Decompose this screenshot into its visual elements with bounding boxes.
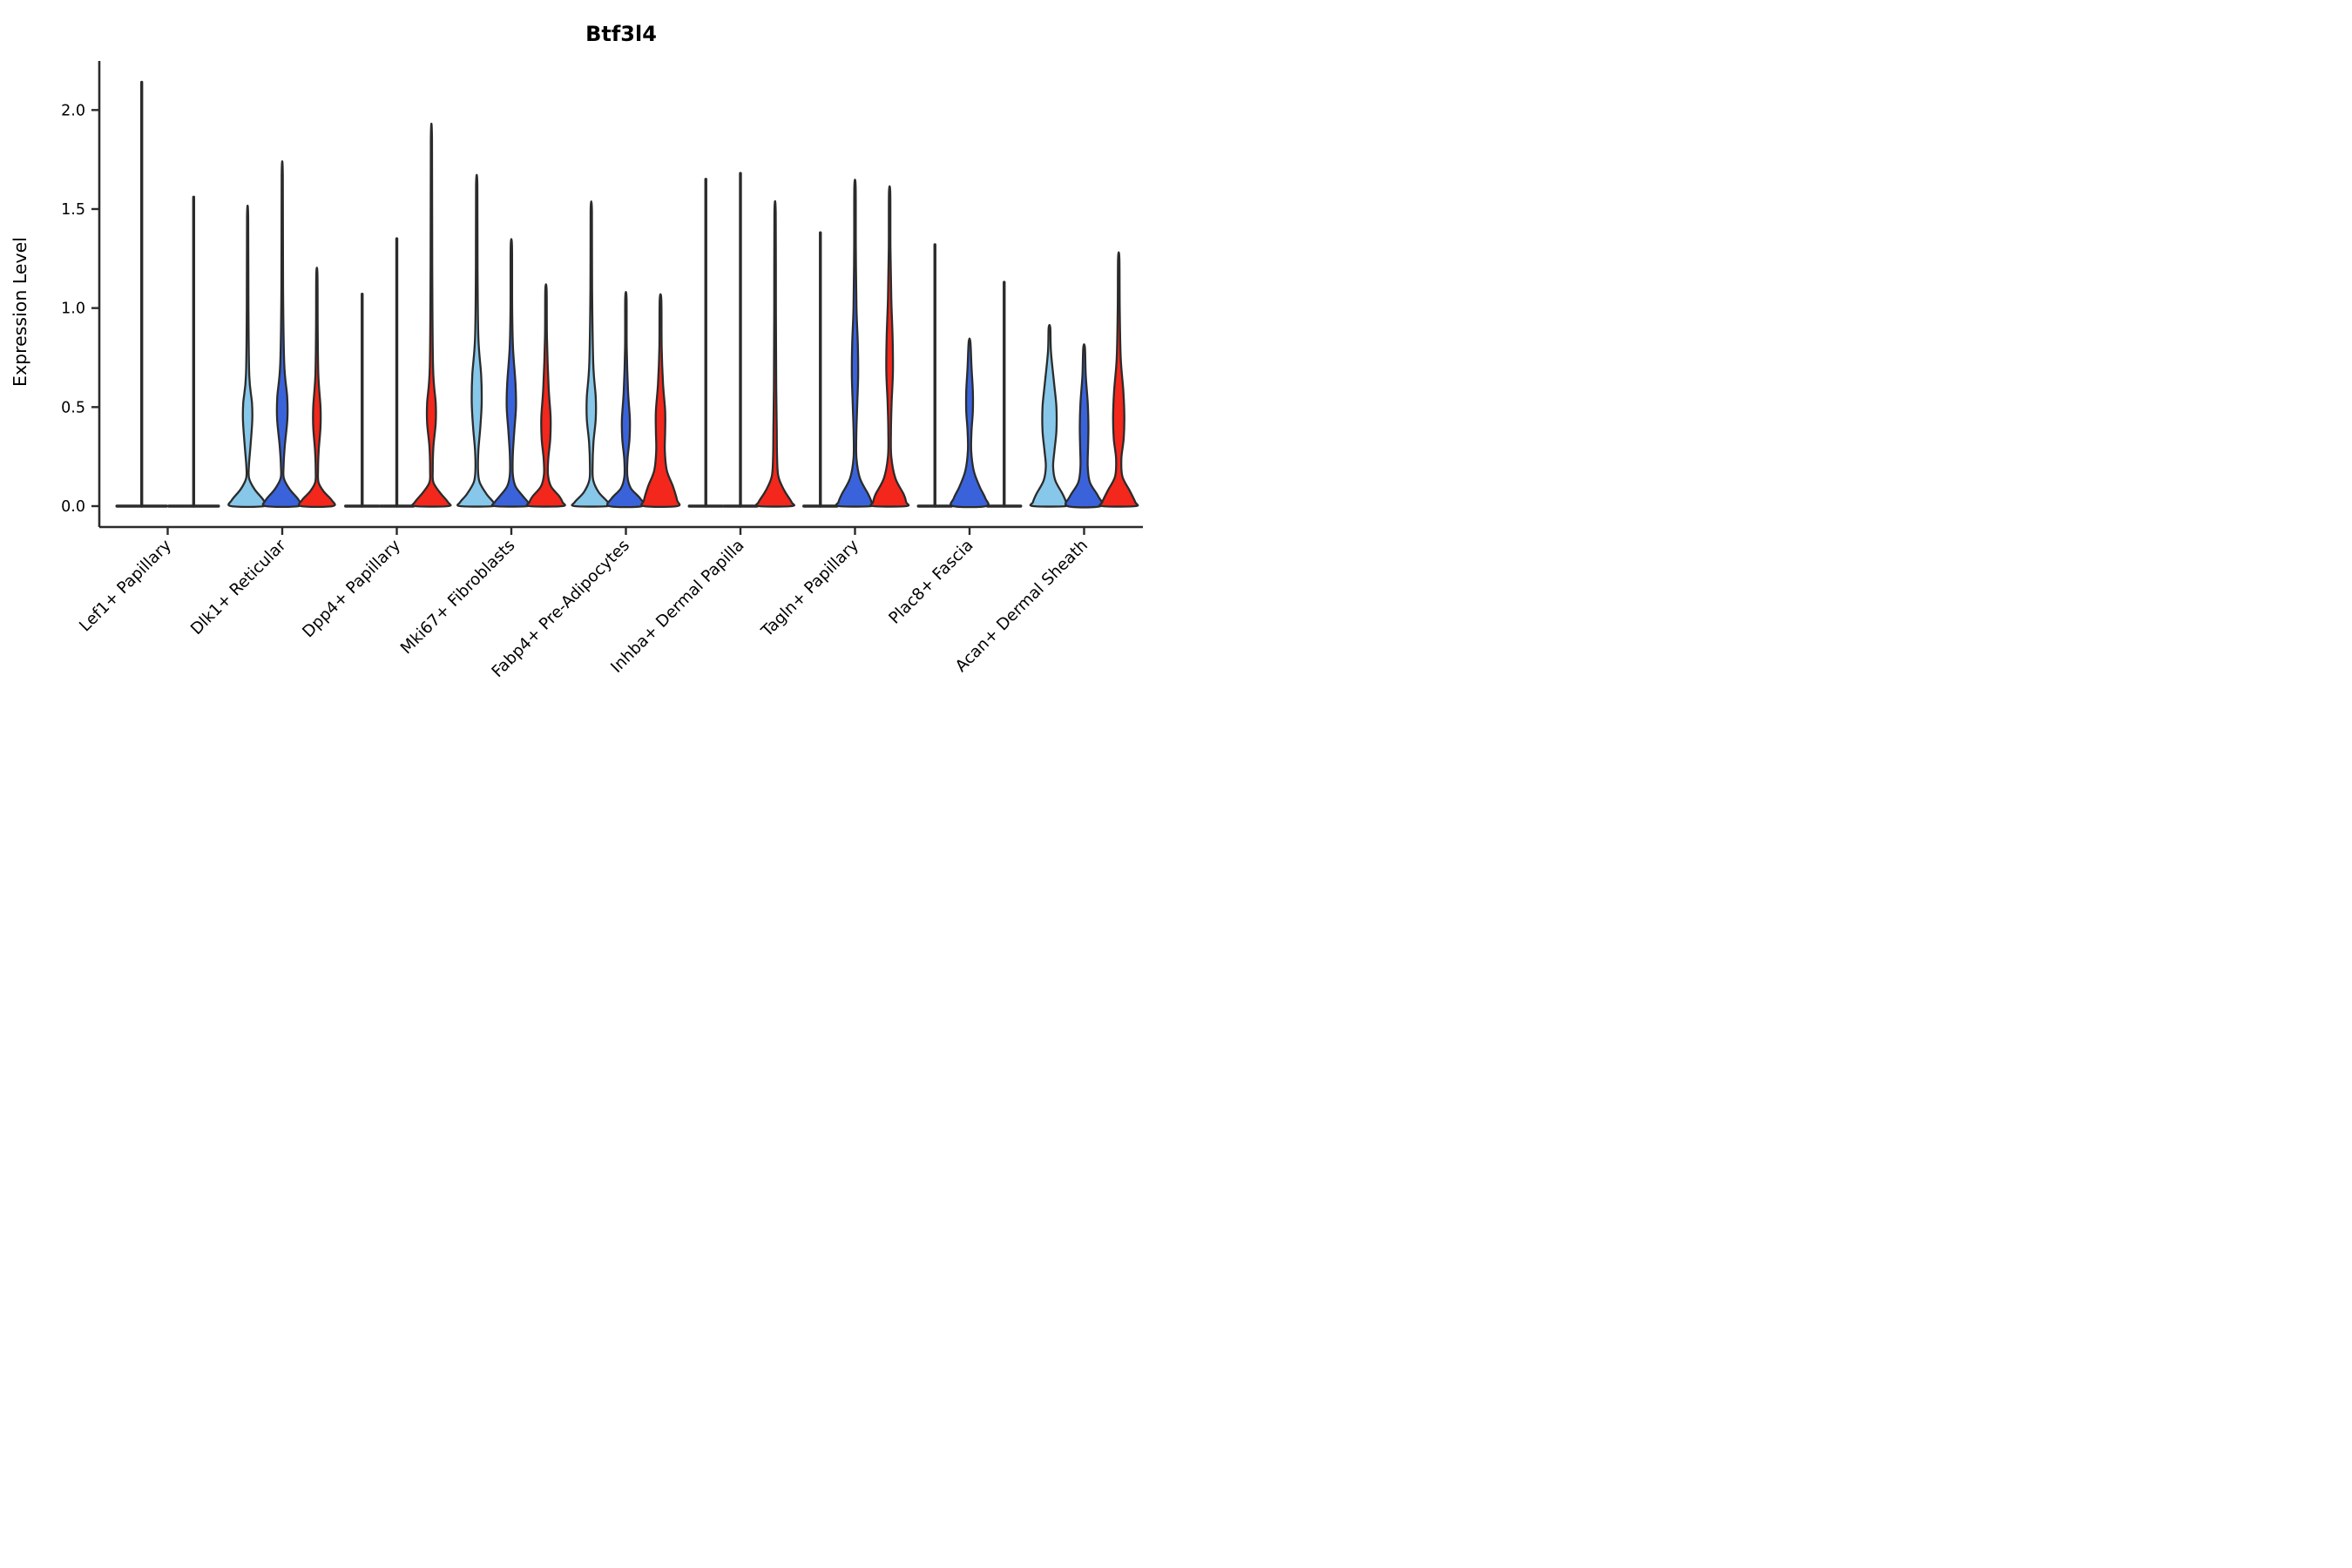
violin-body [835,179,875,508]
violin-body [1098,251,1139,508]
x-category-label: Dpp4+ Papillary [299,537,404,642]
violin-body [869,185,910,508]
violin-figure: Btf3l4 Expression Level 0.0 0.5 1.0 1.5 2.0 … [0,0,1176,784]
violin-body [261,159,303,509]
violin-body [950,337,990,509]
x-tick-labels: Lef1+ Papillary Dlk1+ Reticular Dpp4+ Papi… [76,536,1092,681]
x-category-label: Acan+ Dermal Sheath [952,537,1092,676]
y-tick-label: 0.5 [61,399,85,416]
x-category-label: Dlk1+ Reticular [187,536,290,639]
violin-body [490,238,532,508]
violin-body [1064,342,1104,509]
y-tick-label: 1.0 [61,301,85,318]
violin-chart-canvas: Btf3l4 Expression Level 0.00.51.01.52.0 … [10,22,1143,681]
violin-body [456,173,497,508]
x-category-label: Mki67+ Fibroblasts [397,537,518,658]
x-category-label: Inhba+ Dermal Papilla [607,537,747,677]
violin-body [525,283,566,508]
axes: 0.0 0.5 1.0 1.5 2.0 [61,61,1143,535]
violin-body [410,122,452,508]
violin-shapes [115,80,1139,509]
violin-body [227,204,268,509]
violin-body [1029,323,1070,508]
y-tick-label: 1.5 [61,201,85,219]
x-category-label: Tagln+ Papillary [758,537,862,641]
chart-title: Btf3l4 [585,22,657,46]
violin-body [571,200,612,508]
y-tick-label: 0.0 [61,498,85,516]
violin-body [606,291,645,509]
x-category-label: Lef1+ Papillary [76,537,175,636]
y-axis-label: Expression Level [10,237,30,387]
y-tick-label: 2.0 [61,102,85,119]
x-category-label: Plac8+ Fascia [886,537,977,628]
violin-body [297,267,336,509]
violin-body [640,293,681,509]
violin-body [754,199,796,508]
